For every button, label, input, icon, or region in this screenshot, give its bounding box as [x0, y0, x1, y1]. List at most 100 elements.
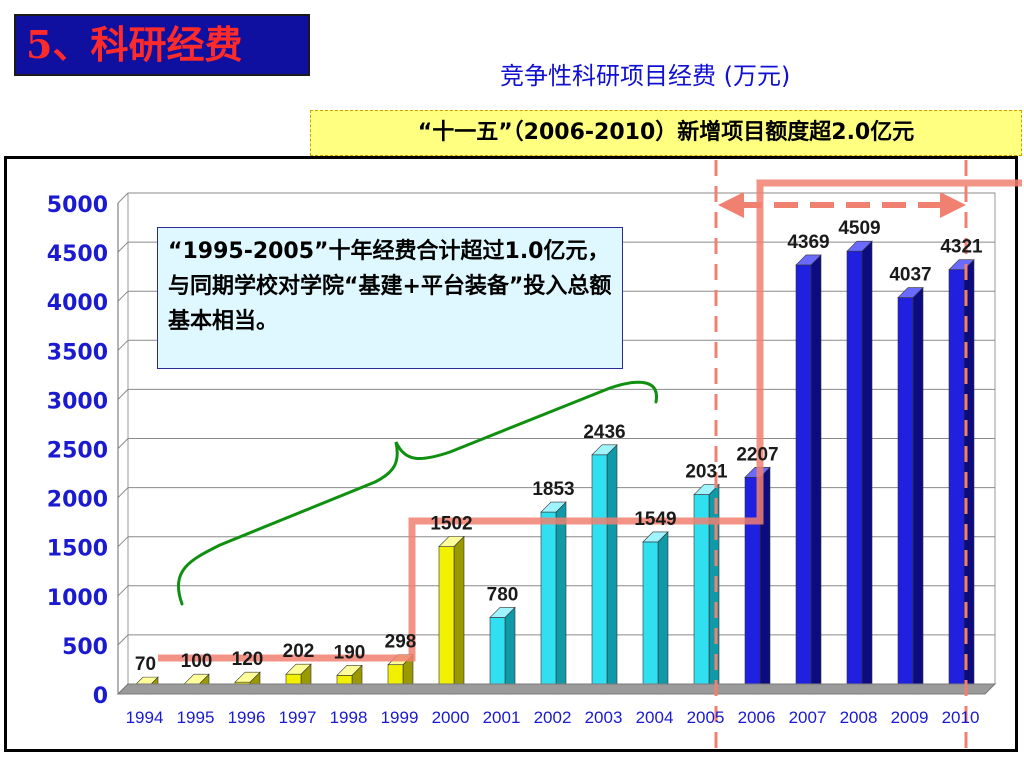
data-label: 4321 — [940, 237, 983, 258]
bar-side — [810, 254, 822, 695]
data-label: 100 — [181, 651, 213, 672]
bar-top — [336, 665, 363, 676]
y-tick-label: 4500 — [47, 242, 108, 267]
x-tick-label: 2002 — [534, 708, 572, 727]
gridline-diagonal — [117, 290, 129, 302]
gridline-diagonal — [117, 487, 129, 498]
bar-front — [846, 250, 863, 695]
y-tick-label: 500 — [62, 635, 108, 660]
data-label: 1502 — [430, 514, 472, 535]
highlight-banner: “十一五”（2006-2010）新增项目额度超2.0亿元 — [310, 110, 1022, 156]
bar-side — [606, 444, 618, 695]
data-label: 202 — [283, 641, 315, 662]
bar-top — [540, 501, 567, 513]
bar-2000 — [438, 535, 465, 695]
data-label: 4037 — [889, 265, 931, 286]
bar-top — [846, 240, 873, 252]
x-tick-label: 2006 — [738, 708, 776, 727]
y-tick-label: 3000 — [47, 389, 108, 414]
y-tick-label: 2500 — [47, 439, 108, 464]
slide-heading: 5、科研经费 — [14, 14, 310, 76]
x-tick-label: 2005 — [687, 708, 725, 727]
x-tick-label: 2009 — [891, 708, 929, 727]
bar-side — [861, 240, 873, 695]
x-tick-label: 2004 — [636, 708, 674, 727]
x-tick-label: 2008 — [840, 708, 878, 727]
bar-front — [795, 264, 812, 695]
bar-2001 — [489, 606, 516, 695]
x-tick-label: 2003 — [585, 708, 623, 727]
data-label: 780 — [487, 584, 519, 605]
data-label: 298 — [385, 632, 417, 653]
label-layer: 0 500 1000 1500 2000 2500 3000 3500 4000 4500 5000… — [47, 193, 983, 727]
x-tick-label: 1997 — [279, 708, 317, 727]
bar-2002 — [540, 501, 567, 695]
bar-top — [591, 444, 618, 456]
data-label: 4509 — [838, 218, 880, 239]
bar-front — [591, 454, 608, 695]
period-arrow-left — [718, 192, 744, 218]
x-tick-label: 1994 — [126, 708, 164, 727]
y-tick-label: 1500 — [47, 537, 108, 562]
trend-step-line — [158, 179, 1022, 662]
data-label: 4369 — [787, 232, 829, 253]
bar-2003 — [591, 444, 618, 695]
x-tick-label: 1996 — [228, 708, 266, 727]
bar-top — [897, 287, 924, 298]
annotation-layer — [158, 160, 1022, 752]
data-label: 190 — [334, 642, 366, 663]
y-tick-label: 5000 — [47, 193, 108, 218]
bar-front — [642, 541, 659, 695]
gridline-diagonal — [117, 389, 129, 400]
bar-side — [555, 501, 567, 695]
data-label: 2436 — [583, 422, 625, 443]
bar-front — [948, 269, 965, 695]
gridline-diagonal — [117, 536, 129, 548]
bar-side — [657, 531, 669, 695]
bar-front — [438, 546, 455, 695]
data-label: 1853 — [532, 479, 574, 500]
y-tick-label: 1000 — [47, 586, 108, 611]
gridline-diagonal — [117, 241, 129, 253]
axis-layer — [116, 203, 997, 695]
decade-brace — [176, 380, 658, 606]
data-label: 2207 — [736, 444, 778, 465]
bar-top — [489, 607, 516, 618]
data-label: 1549 — [634, 509, 676, 530]
gridline-diagonal — [117, 438, 129, 449]
x-tick-label: 2010 — [942, 708, 980, 727]
bar-front — [489, 617, 506, 695]
x-tick-label: 2000 — [432, 708, 470, 727]
gridline-diagonal — [117, 634, 129, 646]
x-tick-label: 1999 — [381, 708, 419, 727]
chart-title: 竞争性科研项目经费 (万元) — [500, 62, 791, 90]
bar-top — [285, 663, 312, 675]
x-tick-label: 1995 — [177, 708, 215, 727]
bar-side — [504, 606, 516, 695]
period-arrow-right — [940, 192, 966, 218]
bar-2007 — [795, 254, 822, 695]
gridline-diagonal — [117, 192, 129, 204]
plot-floor — [116, 683, 997, 695]
bar-2009 — [897, 286, 924, 695]
bar-top — [693, 484, 720, 495]
gridline-diagonal — [117, 585, 129, 597]
bar-top — [642, 531, 669, 543]
bar-side — [912, 286, 924, 695]
bar-top — [234, 671, 261, 683]
bar-top — [438, 536, 465, 547]
bar-side — [453, 535, 465, 695]
data-label: 70 — [135, 654, 156, 675]
bar-top — [948, 259, 975, 270]
y-tick-label: 2000 — [47, 488, 108, 513]
bar-front — [897, 297, 914, 695]
decade-note: “1995-2005”十年经费合计超过1.0亿元，与同期学校对学院“基建+平台装… — [157, 227, 623, 369]
y-tick-label: 3500 — [47, 340, 108, 365]
bar-top — [795, 254, 822, 266]
data-label: 2031 — [685, 462, 728, 483]
data-label: 120 — [232, 649, 264, 670]
bar-2010 — [948, 258, 975, 695]
y-tick-label: 0 — [93, 684, 108, 709]
gridline-diagonal — [117, 339, 129, 351]
